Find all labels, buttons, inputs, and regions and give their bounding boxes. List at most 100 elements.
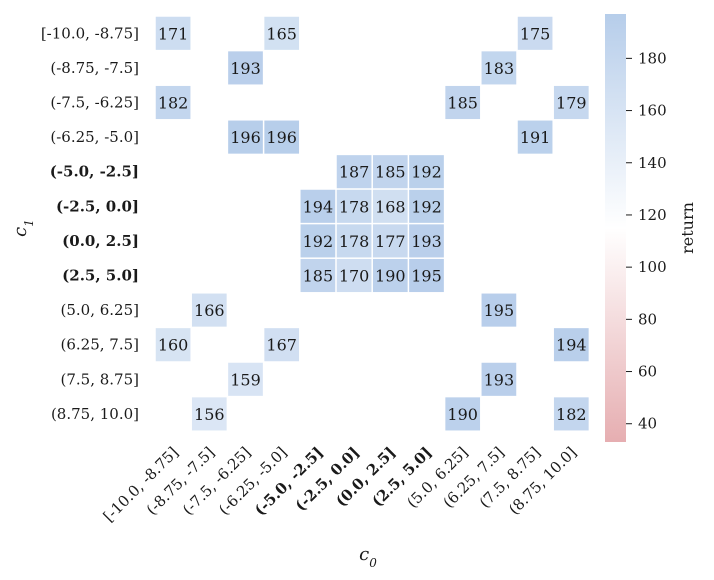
heatmap-cell [553,397,589,431]
cell-value-label: 190 [375,267,406,286]
cell-value-label: 193 [484,370,515,389]
y-tick-label: (-7.5, -6.25] [50,94,139,112]
cell-value-label: 182 [556,405,587,424]
heatmap-cell [372,224,408,258]
y-axis-label: c1 [10,219,36,237]
heatmap-cell [155,328,191,362]
colorbar-tick-label: 160 [638,102,667,120]
cell-value-label: 178 [339,197,370,216]
cell-value-label: 196 [230,128,261,147]
heatmap-cell [481,51,517,85]
colorbar-label: return [678,202,697,254]
heatmap-cell [372,258,408,293]
cell-value-label: 165 [266,24,297,43]
heatmap-cell [300,224,336,258]
heatmap-cell [553,328,589,362]
cell-value-label: 167 [266,336,297,355]
heatmap-cell [191,397,227,431]
cell-value-label: 171 [158,24,189,43]
heatmap-cell [228,120,263,154]
heatmap-cell [191,293,227,327]
cell-value-label: 195 [411,267,442,286]
heatmap-cell [228,362,263,396]
x-axis-label: c0 [359,544,377,570]
y-tick-label: (-8.75, -7.5] [50,59,139,77]
heatmap-cells: 171 165 175 193 183 182 185 179 196 196 191 187 185 1… [155,16,589,431]
colorbar-tick-label: 120 [638,206,667,224]
y-tick-label: (2.5, 5.0] [62,267,139,285]
heatmap-cell [409,189,444,223]
cell-value-label: 166 [194,301,225,320]
heatmap-cell [445,397,481,431]
heatmap-cell [517,16,553,50]
cell-value-label: 182 [158,94,189,113]
cell-value-label: 185 [375,163,406,182]
cell-value-label: 195 [484,301,515,320]
heatmap-cell [517,120,553,154]
heatmap-cell [155,16,191,50]
cell-value-label: 194 [556,336,587,355]
cell-value-label: 175 [520,24,551,43]
colorbar-tick-label: 100 [638,258,667,276]
cell-value-label: 191 [520,128,551,147]
heatmap-cell [336,189,372,223]
heatmap-cell [372,189,408,223]
heatmap-cell [300,189,336,223]
cell-value-label: 193 [411,232,442,251]
colorbar-tick-label: 180 [638,49,667,67]
cell-value-label: 159 [230,370,261,389]
cell-value-label: 192 [411,163,442,182]
cell-value-label: 183 [484,59,515,78]
cell-value-label: 185 [447,94,478,113]
heatmap-cell [264,16,300,50]
y-tick-label: (-2.5, 0.0] [56,197,139,215]
heatmap-cell [481,362,517,396]
cell-value-label: 179 [556,94,587,113]
heatmap-cell [553,85,589,120]
heatmap-cell [445,85,481,120]
y-tick-label: (5.0, 6.25] [61,301,140,319]
heatmap-cell [409,155,444,189]
cell-value-label: 192 [411,197,442,216]
cell-value-label: 170 [339,267,370,286]
heatmap-cell [336,155,372,189]
heatmap-cell [228,51,263,85]
colorbar-tick-label: 60 [638,363,657,381]
y-tick-label: [-10.0, -8.75] [41,24,139,42]
y-tick-label: (-5.0, -2.5] [50,163,139,181]
y-tick-label: (6.25, 7.5] [61,336,140,354]
heatmap-cell [300,258,336,293]
cell-value-label: 156 [194,405,225,424]
cell-value-label: 194 [303,197,334,216]
heatmap-cell [264,120,300,154]
y-tick-labels: [-10.0, -8.75] (-8.75, -7.5] (-7.5, -6.25]… [41,24,139,423]
colorbar-tick-label: 80 [638,310,657,328]
cell-value-label: 192 [303,232,334,251]
heatmap-cell [336,224,372,258]
cell-value-label: 177 [375,232,406,251]
cell-value-label: 160 [158,336,189,355]
colorbar-tick-label: 40 [638,415,657,433]
heatmap-cell [336,258,372,293]
colorbar [605,14,626,442]
y-tick-label: (-6.25, -5.0] [50,128,139,146]
cell-value-label: 187 [339,163,370,182]
cell-value-label: 190 [447,405,478,424]
colorbar-tick-label: 140 [638,154,667,172]
cell-value-label: 193 [230,59,261,78]
heatmap-cell [372,155,408,189]
y-tick-label: (0.0, 2.5] [62,232,139,250]
colorbar-ticks: 40 60 80 100 120 140 160 180 [626,49,667,433]
cell-value-label: 168 [375,197,406,216]
y-tick-label: (7.5, 8.75] [61,370,140,388]
cell-value-label: 185 [303,267,334,286]
y-tick-label: (8.75, 10.0] [51,405,139,423]
heatmap-cell [264,328,300,362]
x-tick-labels: [-10.0, -8.75](-8.75, -7.5](-7.5, -6.25]… [100,443,580,525]
heatmap-cell [409,258,444,293]
heatmap-cell [155,85,191,120]
heatmap-cell [409,224,444,258]
cell-value-label: 196 [266,128,297,147]
heatmap-cell [481,293,517,327]
